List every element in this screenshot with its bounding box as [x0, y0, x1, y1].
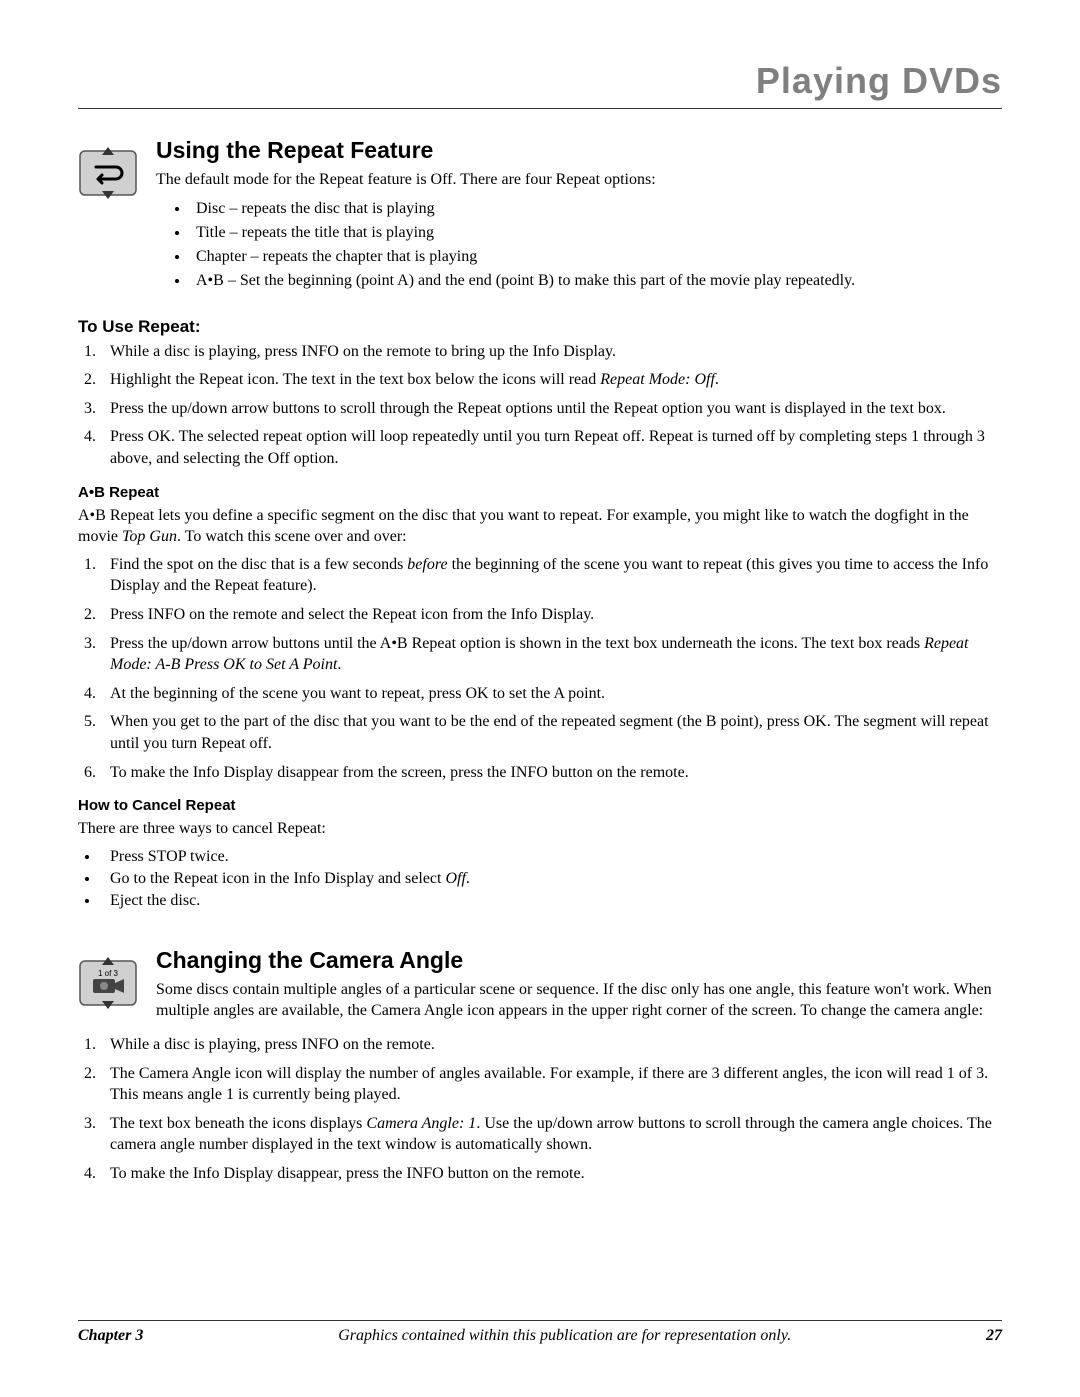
cancel-intro: There are three ways to cancel Repeat: [78, 818, 1002, 840]
sub-sub-heading: How to Cancel Repeat [78, 797, 1002, 814]
list-item: To make the Info Display disappear from … [100, 762, 1002, 784]
repeat-icon [78, 143, 138, 203]
ab-intro: A•B Repeat lets you define a specific se… [78, 505, 1002, 548]
section-heading: Changing the Camera Angle [156, 947, 1002, 974]
list-item: Eject the disc. [100, 890, 1002, 912]
list-item: Disc – repeats the disc that is playing [190, 197, 1002, 221]
repeat-options-list: Disc – repeats the disc that is playing … [156, 197, 1002, 293]
list-item: While a disc is playing, press INFO on t… [100, 341, 1002, 363]
section-row: Using the Repeat Feature The default mod… [78, 137, 1002, 303]
svg-text:1 of 3: 1 of 3 [98, 969, 119, 978]
section-row: 1 of 3 Changing the Camera Angle Some di… [78, 947, 1002, 1028]
list-item: While a disc is playing, press INFO on t… [100, 1034, 1002, 1056]
chapter-label: Chapter 3 [78, 1327, 143, 1345]
list-item: When you get to the part of the disc tha… [100, 711, 1002, 754]
section-heading: Using the Repeat Feature [156, 137, 1002, 164]
list-item: The Camera Angle icon will display the n… [100, 1063, 1002, 1106]
to-use-steps: While a disc is playing, press INFO on t… [78, 341, 1002, 470]
intro-text: Some discs contain multiple angles of a … [156, 979, 1002, 1022]
list-item: Press INFO on the remote and select the … [100, 604, 1002, 626]
list-item: At the beginning of the scene you want t… [100, 683, 1002, 705]
list-item: Press the up/down arrow buttons until th… [100, 633, 1002, 676]
cancel-list: Press STOP twice. Go to the Repeat icon … [78, 846, 1002, 913]
footer-row: Chapter 3 Graphics contained within this… [78, 1327, 1002, 1345]
list-item: Highlight the Repeat icon. The text in t… [100, 369, 1002, 391]
camera-steps: While a disc is playing, press INFO on t… [78, 1034, 1002, 1185]
sub-sub-heading: A•B Repeat [78, 484, 1002, 501]
page-title: Playing DVDs [78, 60, 1002, 102]
footer-rule [78, 1320, 1002, 1321]
intro-text: The default mode for the Repeat feature … [156, 169, 1002, 191]
list-item: To make the Info Display disappear, pres… [100, 1163, 1002, 1185]
list-item: A•B – Set the beginning (point A) and th… [190, 269, 1002, 293]
list-item: The text box beneath the icons displays … [100, 1113, 1002, 1156]
section-camera: 1 of 3 Changing the Camera Angle Some di… [78, 947, 1002, 1185]
section-content: Changing the Camera Angle Some discs con… [156, 947, 1002, 1028]
ab-steps: Find the spot on the disc that is a few … [78, 554, 1002, 783]
header-rule [78, 108, 1002, 109]
list-item: Go to the Repeat icon in the Info Displa… [100, 868, 1002, 890]
section-repeat: Using the Repeat Feature The default mod… [78, 137, 1002, 913]
list-item: Title – repeats the title that is playin… [190, 221, 1002, 245]
footer-note: Graphics contained within this publicati… [338, 1327, 791, 1345]
list-item: Press OK. The selected repeat option wil… [100, 426, 1002, 469]
section-content: Using the Repeat Feature The default mod… [156, 137, 1002, 303]
list-item: Find the spot on the disc that is a few … [100, 554, 1002, 597]
page-number: 27 [986, 1327, 1002, 1345]
sub-heading: To Use Repeat: [78, 317, 1002, 337]
list-item: Chapter – repeats the chapter that is pl… [190, 245, 1002, 269]
camera-angle-icon: 1 of 3 [78, 953, 138, 1013]
page-header: Playing DVDs [78, 60, 1002, 102]
page-footer: Chapter 3 Graphics contained within this… [78, 1320, 1002, 1345]
list-item: Press the up/down arrow buttons to scrol… [100, 398, 1002, 420]
list-item: Press STOP twice. [100, 846, 1002, 868]
